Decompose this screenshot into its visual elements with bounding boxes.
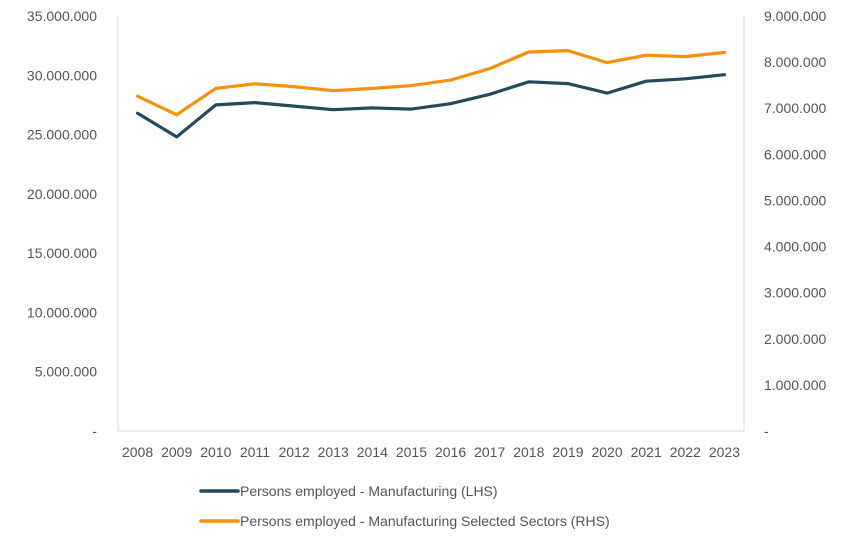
- x-axis-tick-label: 2021: [631, 444, 662, 460]
- x-axis-tick-label: 2013: [318, 444, 349, 460]
- x-axis-tick-label: 2012: [278, 444, 309, 460]
- x-axis-tick-label: 2010: [200, 444, 231, 460]
- x-axis-tick-label: 2018: [513, 444, 544, 460]
- left-axis-tick-label: 35.000.000: [27, 8, 97, 24]
- left-axis-tick-label: 20.000.000: [27, 186, 97, 202]
- left-axis-tick-label: -: [92, 423, 97, 439]
- right-axis-tick-label: 2.000.000: [764, 331, 826, 347]
- x-axis-tick-label: 2008: [122, 444, 153, 460]
- legend-label: Persons employed - Manufacturing (LHS): [240, 483, 498, 499]
- legend-label: Persons employed - Manufacturing Selecte…: [240, 513, 610, 529]
- left-axis-tick-label: 10.000.000: [27, 304, 97, 320]
- x-axis-tick-labels: 2008 2009 2010 2011 2012 2013 2014 2015 2016 2017…: [122, 444, 740, 460]
- right-axis-tick-label: 6.000.000: [764, 146, 826, 162]
- x-axis-tick-label: 2009: [161, 444, 192, 460]
- left-axis-tick-label: 15.000.000: [27, 245, 97, 261]
- x-axis-tick-label: 2023: [709, 444, 740, 460]
- right-axis-tick-label: -: [764, 423, 769, 439]
- right-axis-tick-label: 3.000.000: [764, 285, 826, 301]
- x-axis-tick-label: 2022: [670, 444, 701, 460]
- left-axis-tick-label: 5.000.000: [35, 364, 97, 380]
- x-axis-tick-label: 2019: [552, 444, 583, 460]
- left-axis-tick-label: 30.000.000: [27, 67, 97, 83]
- right-axis-tick-label: 7.000.000: [764, 100, 826, 116]
- x-axis-tick-label: 2016: [435, 444, 466, 460]
- right-axis-tick-label: 4.000.000: [764, 239, 826, 255]
- left-axis-tick-labels: - 5.000.000 10.000.000 15.000.000 20.000.000…: [27, 8, 97, 439]
- left-axis-tick-label: 25.000.000: [27, 127, 97, 143]
- x-axis-tick-label: 2017: [474, 444, 505, 460]
- right-axis-tick-label: 9.000.000: [764, 8, 826, 24]
- right-axis-tick-labels: - 1.000.000 2.000.000 3.000.000 4.000.000 5.0…: [764, 8, 826, 439]
- series-lines: [138, 51, 725, 137]
- x-axis-tick-label: 2015: [396, 444, 427, 460]
- x-axis-tick-label: 2011: [240, 444, 270, 460]
- right-axis-tick-label: 8.000.000: [764, 54, 826, 70]
- right-axis-tick-label: 5.000.000: [764, 192, 826, 208]
- legend: Persons employed - Manufacturing (LHS) Pe…: [201, 483, 610, 529]
- x-axis-tick-label: 2014: [357, 444, 388, 460]
- x-axis-tick-label: 2020: [591, 444, 622, 460]
- right-axis-tick-label: 1.000.000: [764, 377, 826, 393]
